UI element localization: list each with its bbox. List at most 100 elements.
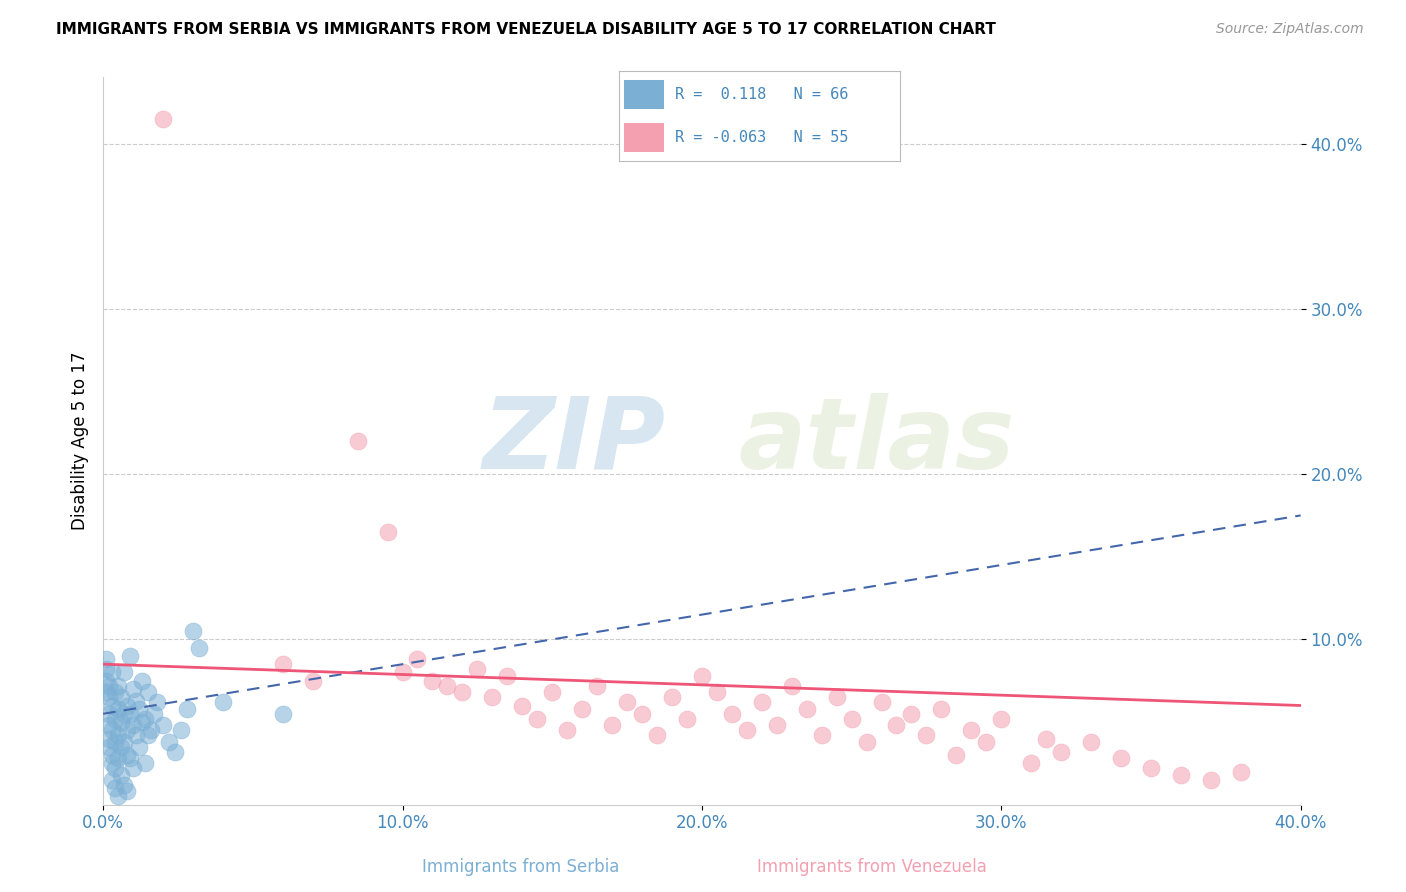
Point (870, 695, 893, 709)
Text: Immigrants from Serbia: Immigrants from Serbia (422, 858, 619, 876)
Point (451, 685, 474, 699)
Point (94, 673, 117, 688)
Point (107, 702, 129, 716)
Point (115, 723, 138, 738)
Point (1035, 731, 1057, 746)
Point (1229, 764, 1251, 779)
Point (101, 723, 124, 738)
Point (526, 712, 548, 726)
Point (422, 673, 444, 688)
Point (104, 685, 127, 699)
Point (101, 698, 124, 713)
Point (104, 735, 127, 749)
Point (170, 723, 193, 738)
Point (122, 718, 145, 732)
Text: ZIP: ZIP (484, 392, 666, 490)
Point (157, 735, 180, 749)
Point (645, 728, 668, 742)
Point (94, 685, 117, 699)
Text: R =  0.118   N = 66: R = 0.118 N = 66 (675, 87, 848, 102)
Point (841, 712, 863, 726)
Point (271, 657, 294, 672)
Point (163, 745, 186, 759)
Point (212, 695, 235, 709)
Text: Immigrants from Venezuela: Immigrants from Venezuela (756, 858, 987, 876)
Point (98, 679, 121, 693)
Point (631, 706, 654, 721)
Point (101, 748, 124, 763)
Point (107, 679, 129, 693)
Point (810, 728, 832, 742)
Point (110, 690, 132, 705)
Point (780, 679, 803, 693)
Point (855, 735, 877, 749)
Point (586, 679, 609, 693)
Point (101, 772, 124, 787)
Point (120, 751, 142, 765)
Point (301, 673, 323, 688)
Point (496, 669, 519, 683)
Text: IMMIGRANTS FROM SERBIA VS IMMIGRANTS FROM VENEZUELA DISABILITY AGE 5 TO 17 CORRE: IMMIGRANTS FROM SERBIA VS IMMIGRANTS FRO… (56, 22, 995, 37)
Point (406, 652, 429, 666)
Point (467, 662, 489, 676)
Point (661, 690, 683, 705)
Point (152, 718, 174, 732)
Point (616, 695, 638, 709)
Point (128, 702, 150, 716)
Point (112, 735, 135, 749)
Point (125, 693, 148, 707)
Point (134, 712, 156, 726)
Point (107, 728, 129, 742)
Point (122, 681, 145, 696)
Point (510, 698, 533, 713)
Point (1170, 768, 1192, 782)
Point (115, 748, 138, 763)
Point (481, 690, 503, 705)
Point (1140, 761, 1163, 775)
Y-axis label: Disability Age 5 to 17: Disability Age 5 to 17 (72, 351, 89, 531)
Point (143, 706, 166, 721)
Point (915, 728, 938, 742)
Point (98, 690, 121, 705)
Point (377, 524, 399, 539)
Point (104, 781, 127, 796)
Point (115, 698, 138, 713)
Point (136, 685, 159, 699)
Point (98, 706, 121, 721)
Point (98, 739, 121, 754)
Point (134, 756, 156, 771)
Point (120, 706, 142, 721)
Point (990, 712, 1012, 726)
Point (94, 652, 117, 666)
Point (139, 723, 162, 738)
Point (346, 434, 368, 448)
Point (101, 665, 124, 680)
Point (122, 761, 145, 775)
Point (900, 706, 922, 721)
Point (131, 673, 153, 688)
Point (146, 695, 169, 709)
Point (125, 728, 148, 742)
Point (152, 112, 174, 126)
Point (571, 702, 593, 716)
Text: R = -0.063   N = 55: R = -0.063 N = 55 (675, 130, 848, 145)
Point (136, 728, 159, 742)
Point (120, 648, 142, 663)
Point (112, 778, 135, 792)
Point (600, 718, 623, 732)
Point (131, 714, 153, 729)
Point (1080, 735, 1102, 749)
Point (112, 706, 135, 721)
Point (886, 718, 908, 732)
Point (1019, 756, 1042, 771)
Point (110, 768, 132, 782)
Point (104, 761, 127, 775)
Point (1050, 745, 1073, 759)
Point (765, 718, 787, 732)
Point (94, 662, 117, 676)
Point (1199, 772, 1222, 787)
Point (676, 712, 699, 726)
Point (98, 731, 121, 746)
Point (706, 685, 728, 699)
Point (960, 723, 983, 738)
